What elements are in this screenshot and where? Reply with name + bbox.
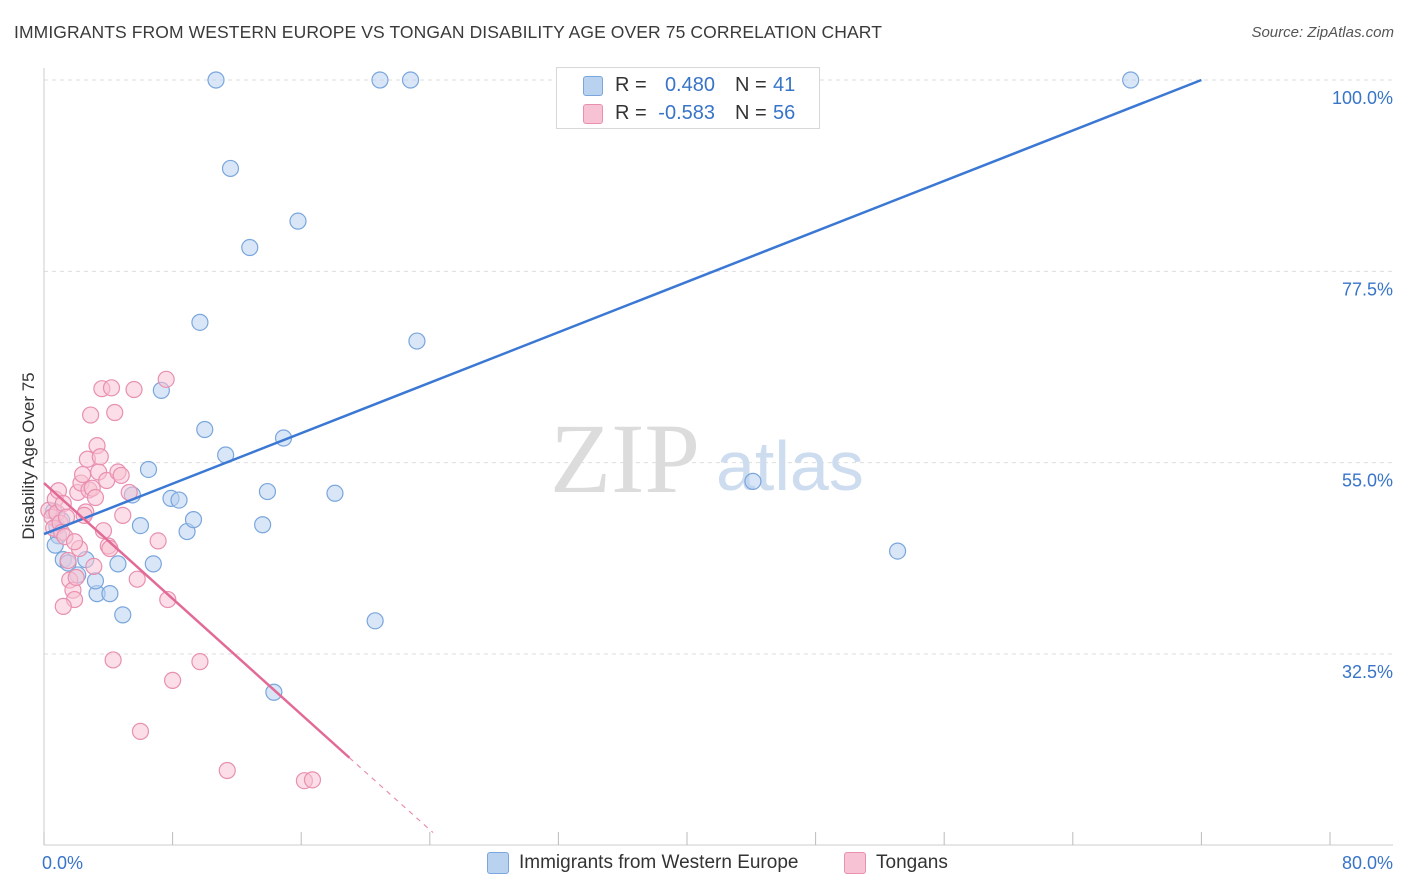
point-tongans: [82, 406, 100, 424]
point-tongans: [125, 380, 143, 399]
legend-label-western-europe: Immigrants from Western Europe: [519, 852, 799, 873]
trendline-tongans: [43, 482, 351, 759]
stats-row-blue: R = 0.480 N = 41: [557, 72, 819, 100]
chart-title: IMMIGRANTS FROM WESTERN EUROPE VS TONGAN…: [14, 22, 883, 42]
point-western-europe: [326, 484, 344, 502]
y-tick-label: 55.0%: [1342, 471, 1393, 491]
point-western-europe: [1122, 71, 1140, 89]
legend-item-tongans[interactable]: Tongans: [844, 852, 948, 874]
r-label: R =: [615, 102, 647, 124]
trendline-tongans-extension: [349, 757, 434, 834]
point-western-europe: [139, 460, 158, 479]
point-tongans: [191, 653, 209, 671]
point-western-europe: [170, 491, 188, 509]
y-tick-label: 32.5%: [1342, 662, 1393, 682]
point-western-europe: [254, 516, 272, 534]
point-tongans: [54, 597, 72, 615]
point-western-europe: [289, 212, 307, 230]
point-tongans: [128, 570, 146, 588]
point-western-europe: [86, 572, 105, 590]
point-tongans: [91, 448, 109, 466]
point-tongans: [65, 533, 84, 551]
point-tongans: [102, 379, 121, 397]
r-value-pink: -0.583: [658, 102, 715, 124]
point-tongans: [114, 506, 132, 524]
point-tongans: [157, 370, 175, 388]
blue-swatch: [583, 76, 603, 96]
point-western-europe: [196, 420, 214, 439]
source-label: Source: ZipAtlas.com: [1251, 24, 1394, 41]
point-tongans: [131, 722, 150, 740]
axes: [43, 68, 1393, 846]
n-value-pink: 56: [773, 102, 796, 124]
point-western-europe: [241, 238, 259, 257]
pink-swatch: [583, 104, 603, 124]
point-western-europe: [258, 482, 277, 501]
watermark-zip: ZIP: [550, 403, 700, 514]
r-value-blue: 0.480: [664, 74, 715, 96]
point-western-europe: [184, 511, 203, 529]
y-tick-label: 77.5%: [1342, 279, 1393, 299]
n-value-blue: 41: [773, 74, 796, 96]
watermark-atlas: atlas: [716, 427, 864, 505]
point-tongans: [73, 465, 92, 484]
point-tongans: [303, 771, 322, 789]
n-label: N =: [735, 74, 767, 96]
point-tongans: [164, 671, 182, 689]
point-tongans: [59, 551, 77, 570]
point-western-europe: [207, 71, 225, 89]
y-axis-label: Disability Age Over 75: [19, 372, 38, 539]
watermark: ZIP atlas: [550, 403, 864, 514]
x-tick-label-max: 80.0%: [1342, 853, 1393, 873]
point-western-europe: [888, 542, 907, 560]
point-tongans: [159, 590, 177, 609]
point-western-europe: [131, 516, 150, 535]
point-western-europe: [144, 555, 162, 573]
point-western-europe: [371, 71, 389, 89]
point-tongans: [86, 488, 105, 507]
trendline-western-europe: [43, 78, 1202, 536]
point-western-europe: [366, 612, 384, 630]
point-western-europe: [191, 313, 209, 331]
y-tick-label: 100.0%: [1332, 88, 1393, 108]
x-tick-label-min: 0.0%: [42, 853, 83, 873]
r-label: R =: [615, 74, 647, 96]
point-tongans: [106, 403, 124, 422]
point-western-europe: [101, 585, 119, 603]
point-western-europe: [109, 555, 127, 573]
bottom-legend: Immigrants from Western Europe Tongans: [0, 852, 1406, 878]
point-tongans: [85, 557, 103, 576]
point-tongans: [218, 761, 236, 780]
gridlines: 32.5% 55.0% 77.5% 100.0%: [44, 79, 1393, 682]
point-tongans: [112, 466, 130, 485]
point-tongans: [104, 651, 122, 669]
point-western-europe: [221, 159, 240, 178]
trend-lines: [43, 78, 1202, 834]
legend-label-tongans: Tongans: [876, 852, 948, 873]
point-western-europe: [401, 71, 420, 89]
point-western-europe: [265, 683, 283, 701]
point-western-europe: [408, 332, 426, 350]
legend-swatch-blue: [487, 852, 509, 874]
point-western-europe: [114, 606, 132, 624]
stats-row-pink: R = -0.583 N = 56: [557, 100, 819, 128]
point-western-europe: [744, 472, 762, 490]
point-tongans: [67, 568, 85, 587]
legend-swatch-pink: [844, 852, 866, 874]
point-tongans: [149, 532, 167, 550]
n-label: N =: [735, 102, 767, 124]
legend-item-western-europe[interactable]: Immigrants from Western Europe: [487, 852, 798, 874]
stats-legend: R = 0.480 N = 41 R = -0.583 N = 56: [556, 67, 820, 129]
